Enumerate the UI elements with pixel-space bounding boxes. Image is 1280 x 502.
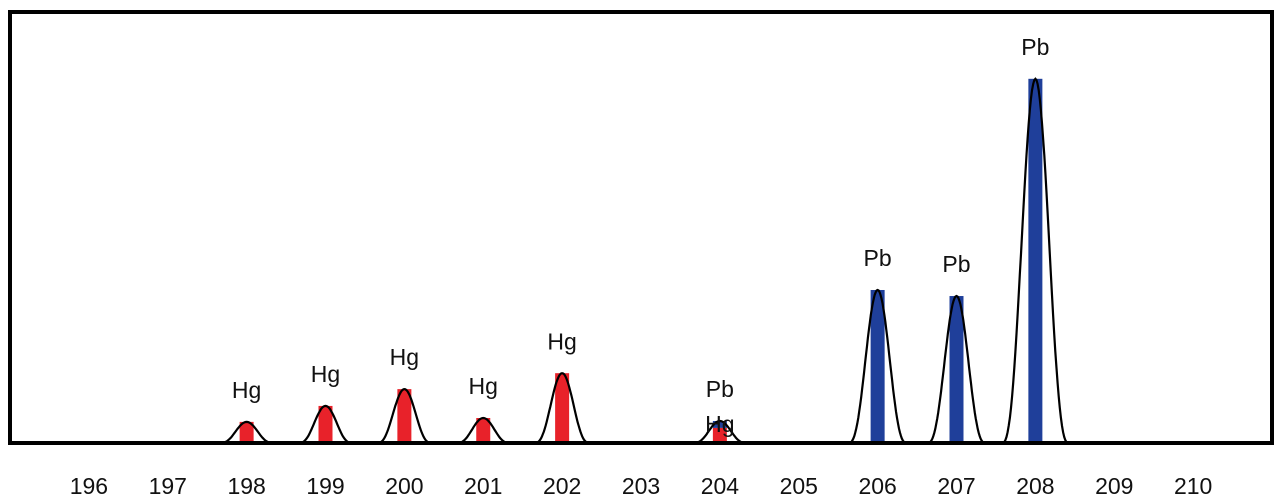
plot-frame [8, 10, 1274, 445]
peak-label: Hg [469, 373, 498, 399]
peak-label: Hg [547, 328, 576, 354]
x-tick-label: 200 [385, 473, 423, 499]
peak-outline [693, 419, 747, 445]
peak-label: Hg [311, 361, 340, 387]
peak-label: Pb [1021, 34, 1049, 60]
bar [555, 373, 570, 443]
x-tick-label: 209 [1095, 473, 1133, 499]
x-tick-label: 210 [1174, 473, 1212, 499]
bar [476, 418, 491, 443]
bar [318, 405, 333, 443]
bar [870, 289, 885, 443]
peak-outline [927, 294, 986, 445]
peak-outline [534, 372, 590, 445]
peak-outline [220, 420, 273, 445]
bar [239, 421, 254, 443]
peak-outline [848, 288, 907, 445]
x-tick-label: 203 [622, 473, 660, 499]
peak-label: Hg [390, 344, 419, 370]
peak-outline [298, 404, 353, 445]
bar [712, 427, 727, 443]
x-tick-label: 198 [227, 473, 265, 499]
x-tick-label: 207 [937, 473, 975, 499]
bar [397, 389, 412, 443]
x-tick-label: 208 [1016, 473, 1054, 499]
x-tick-label: 197 [149, 473, 187, 499]
x-tick-label: 205 [780, 473, 818, 499]
x-tick-label: 199 [306, 473, 344, 499]
x-tick-label: 206 [858, 473, 896, 499]
peak-label: Pb [942, 251, 970, 277]
peak-label: Hg [232, 377, 261, 403]
x-tick-label: 201 [464, 473, 502, 499]
peak-outline [1001, 77, 1069, 445]
x-tick-label: 196 [70, 473, 108, 499]
peak-outline [456, 416, 510, 445]
bar [712, 421, 727, 428]
x-tick-label: 204 [701, 473, 740, 499]
bar [949, 296, 964, 443]
x-tick-label: 202 [543, 473, 581, 499]
peak-outline [377, 387, 432, 445]
peak-label: Pb [864, 245, 892, 271]
bar [1028, 78, 1043, 444]
peak-label: Hg [705, 411, 734, 437]
peak-label: Pb [706, 376, 734, 402]
